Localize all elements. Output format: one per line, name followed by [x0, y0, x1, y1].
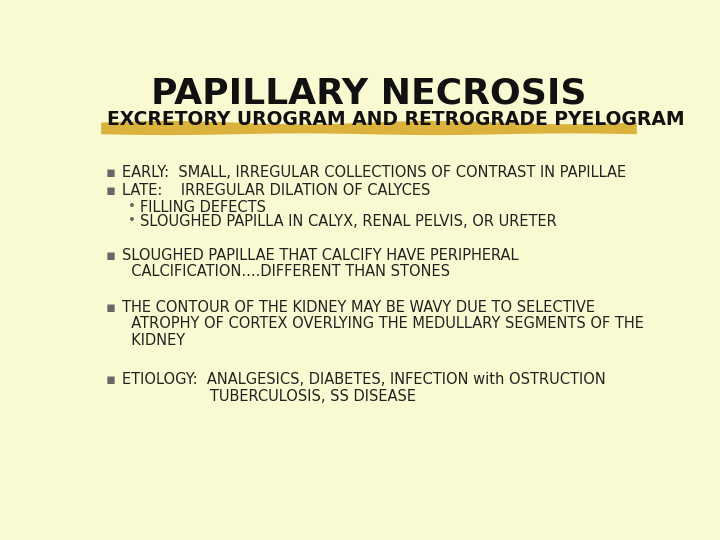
Text: ▪: ▪: [106, 248, 115, 263]
Polygon shape: [101, 121, 637, 135]
Text: THE CONTOUR OF THE KIDNEY MAY BE WAVY DUE TO SELECTIVE: THE CONTOUR OF THE KIDNEY MAY BE WAVY DU…: [122, 300, 595, 315]
Text: SLOUGHED PAPILLA IN CALYX, RENAL PELVIS, OR URETER: SLOUGHED PAPILLA IN CALYX, RENAL PELVIS,…: [140, 214, 557, 230]
Text: •: •: [128, 199, 136, 213]
Text: LATE:    IRREGULAR DILATION OF CALYCES: LATE: IRREGULAR DILATION OF CALYCES: [122, 183, 431, 198]
Text: TUBERCULOSIS, SS DISEASE: TUBERCULOSIS, SS DISEASE: [122, 389, 416, 404]
Text: FILLING DEFECTS: FILLING DEFECTS: [140, 199, 266, 214]
Text: KIDNEY: KIDNEY: [122, 333, 186, 348]
Text: SLOUGHED PAPILLAE THAT CALCIFY HAVE PERIPHERAL: SLOUGHED PAPILLAE THAT CALCIFY HAVE PERI…: [122, 248, 519, 263]
Text: ▪: ▪: [106, 165, 115, 180]
Text: ETIOLOGY:  ANALGESICS, DIABETES, INFECTION with OSTRUCTION: ETIOLOGY: ANALGESICS, DIABETES, INFECTIO…: [122, 373, 606, 388]
Text: ▪: ▪: [106, 300, 115, 315]
Text: ▪: ▪: [106, 183, 115, 198]
Text: •: •: [128, 214, 136, 227]
Text: EXCRETORY UROGRAM AND RETROGRADE PYELOGRAM: EXCRETORY UROGRAM AND RETROGRADE PYELOGR…: [107, 110, 685, 129]
Text: CALCIFICATION....DIFFERENT THAN STONES: CALCIFICATION....DIFFERENT THAN STONES: [122, 265, 451, 279]
Text: ATROPHY OF CORTEX OVERLYING THE MEDULLARY SEGMENTS OF THE: ATROPHY OF CORTEX OVERLYING THE MEDULLAR…: [122, 316, 644, 332]
Text: EARLY:  SMALL, IRREGULAR COLLECTIONS OF CONTRAST IN PAPILLAE: EARLY: SMALL, IRREGULAR COLLECTIONS OF C…: [122, 165, 626, 180]
Text: ▪: ▪: [106, 373, 115, 388]
Text: PAPILLARY NECROSIS: PAPILLARY NECROSIS: [151, 77, 587, 111]
